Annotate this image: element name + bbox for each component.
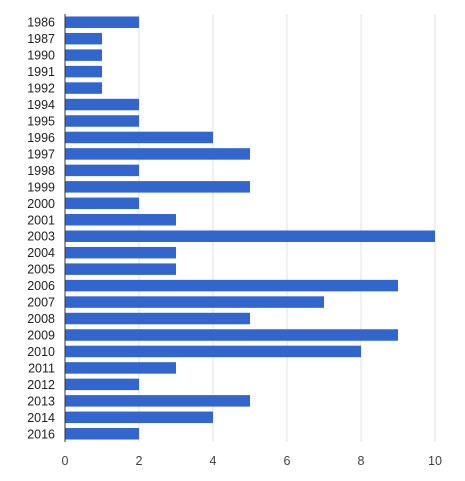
bar [65, 329, 398, 341]
bar [65, 98, 139, 111]
x-tick-label: 10 [428, 454, 442, 468]
bar [65, 230, 435, 242]
category-label: 1991 [27, 65, 55, 79]
bar [65, 49, 102, 61]
bar [65, 345, 361, 358]
bar [65, 312, 250, 325]
x-tick-label: 4 [210, 454, 217, 468]
category-label: 2007 [27, 296, 55, 310]
bar [65, 411, 213, 424]
category-label: 1998 [27, 164, 55, 178]
bar [65, 378, 139, 391]
bar [65, 214, 176, 226]
category-label: 2014 [27, 411, 55, 425]
bar [65, 197, 139, 210]
bar [65, 32, 102, 45]
bar [65, 246, 176, 259]
bar [65, 279, 398, 292]
category-label: 2011 [28, 361, 55, 375]
bar [65, 82, 102, 94]
bar [65, 16, 139, 28]
bar [65, 263, 176, 275]
category-label: 2004 [27, 246, 55, 260]
x-tick-label: 6 [284, 454, 291, 468]
category-label: 2000 [27, 197, 55, 211]
category-label: 2009 [27, 329, 55, 343]
x-tick-label: 0 [62, 454, 69, 468]
category-label: 2008 [27, 312, 55, 326]
bar [65, 395, 250, 407]
bar [65, 164, 139, 177]
bar [65, 148, 250, 160]
category-label: 1990 [27, 49, 55, 63]
category-label: 1997 [27, 147, 55, 161]
category-label: 1999 [27, 180, 55, 194]
x-tick-label: 2 [136, 454, 143, 468]
bar [65, 296, 324, 308]
bar [65, 181, 250, 193]
category-label: 2013 [27, 394, 55, 408]
category-label: 2006 [27, 279, 55, 293]
category-label: 2001 [27, 213, 55, 227]
x-tick-label: 8 [358, 454, 365, 468]
category-label: 1994 [27, 98, 55, 112]
bar [65, 362, 176, 374]
category-label: 1986 [27, 16, 55, 30]
bar [65, 115, 139, 127]
category-label: 1987 [27, 32, 55, 46]
category-label: 1992 [27, 82, 55, 96]
category-label: 2003 [27, 230, 55, 244]
bar [65, 428, 139, 440]
category-label: 2010 [27, 345, 55, 359]
category-label: 2016 [27, 427, 55, 441]
bar [65, 65, 102, 78]
category-label: 1995 [27, 115, 55, 129]
bar [65, 131, 213, 144]
category-label: 1996 [27, 131, 55, 145]
category-label: 2012 [27, 378, 55, 392]
category-label: 2005 [27, 263, 55, 277]
